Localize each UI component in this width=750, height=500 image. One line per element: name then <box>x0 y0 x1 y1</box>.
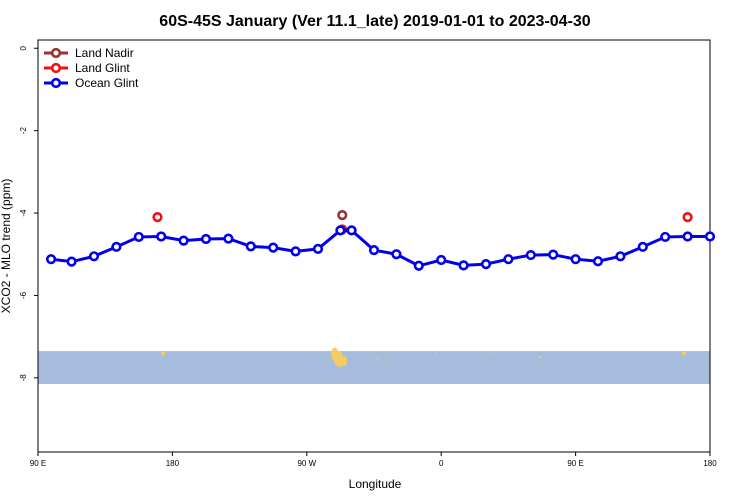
legend-label: Land Glint <box>75 61 130 75</box>
data-point <box>525 249 536 261</box>
data-point <box>503 254 514 265</box>
plot-frame <box>37 39 711 453</box>
data-point <box>704 231 716 242</box>
land-speck <box>681 350 687 356</box>
land-speck <box>492 351 495 354</box>
land-speck <box>538 356 542 359</box>
data-point <box>45 254 57 265</box>
data-point <box>660 231 671 243</box>
map-strip <box>38 347 710 385</box>
x-tick-label: 180 <box>166 459 180 468</box>
data-point <box>335 225 346 236</box>
legend-marker <box>50 47 62 59</box>
series-ocean-glint <box>45 225 716 271</box>
x-tick-label: 90 E <box>567 459 583 468</box>
data-point <box>152 212 163 223</box>
series-line-ocean-glint <box>50 228 710 268</box>
data-point <box>413 260 424 271</box>
series-layer <box>45 210 716 271</box>
y-tick-label: 0 <box>19 45 28 50</box>
legend-marker <box>50 62 62 74</box>
chart-title: 60S-45S January (Ver 11.1_late) 2019-01-… <box>159 13 590 30</box>
y-tick-label: -2 <box>19 127 28 135</box>
data-point <box>682 212 693 223</box>
data-point <box>682 231 693 242</box>
data-point <box>245 241 256 252</box>
data-point <box>592 256 604 267</box>
ocean-band <box>38 351 710 385</box>
data-point <box>156 231 167 242</box>
land-speck <box>376 357 379 360</box>
x-tick-label: 180 <box>703 459 717 468</box>
data-point <box>66 256 77 267</box>
legend-entry-land-glint: Land Glint <box>44 61 130 75</box>
data-point <box>178 235 189 246</box>
x-axis: 90 E 180 90 W 0 90 E 180 <box>30 452 717 468</box>
series-land-nadir <box>337 210 348 221</box>
y-axis-label: XCO2 - MLO trend (ppm) <box>0 179 13 314</box>
legend-marker <box>50 77 62 89</box>
x-tick-label: 90 W <box>297 459 316 468</box>
land-speck <box>160 350 166 356</box>
data-point <box>223 233 234 244</box>
y-tick-label: -6 <box>19 291 28 299</box>
data-point <box>570 254 581 265</box>
data-point <box>111 241 122 252</box>
x-tick-label: 90 E <box>30 459 46 468</box>
y-axis: 0 -2 -4 -6 -8 <box>19 45 38 381</box>
data-point <box>480 259 492 270</box>
data-point <box>200 233 212 245</box>
data-point <box>368 245 380 256</box>
x-tick-label: 0 <box>439 459 444 468</box>
data-point <box>312 243 324 254</box>
data-point <box>458 260 469 271</box>
x-axis-label: Longitude <box>349 477 402 491</box>
data-point <box>337 210 348 221</box>
legend-label: Ocean Glint <box>75 76 139 90</box>
land-speck <box>434 352 437 355</box>
data-point <box>391 249 402 260</box>
data-point <box>637 241 648 252</box>
series-land-glint <box>152 212 693 235</box>
data-point <box>548 249 559 260</box>
legend-entry-land-nadir: Land Nadir <box>44 46 134 60</box>
data-point <box>268 242 279 253</box>
data-point <box>290 246 301 257</box>
land-speck <box>341 356 348 367</box>
y-tick-label: -4 <box>19 209 28 217</box>
legend-label: Land Nadir <box>75 46 134 60</box>
data-point <box>88 251 100 262</box>
data-point <box>346 225 357 236</box>
y-tick-label: -8 <box>19 374 28 382</box>
data-point <box>133 231 144 243</box>
data-point <box>615 251 626 262</box>
legend-entry-ocean-glint: Ocean Glint <box>44 76 139 90</box>
data-point <box>436 254 447 266</box>
land-speck <box>338 361 343 368</box>
land-speck <box>386 361 388 364</box>
